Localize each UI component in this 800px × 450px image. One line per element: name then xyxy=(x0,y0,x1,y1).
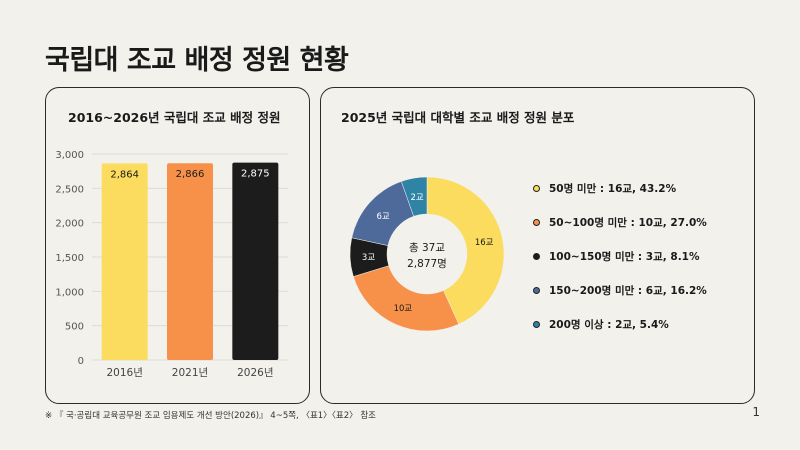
legend-swatch xyxy=(533,286,540,294)
legend-item: 150~200명 미만 : 6교, 16.2% xyxy=(533,273,707,307)
donut-chart: 16교 10교 3교 6교 2교총 37교 2,877명 xyxy=(349,176,505,332)
bar xyxy=(167,163,213,360)
page-title: 국립대 조교 배정 정원 현황 xyxy=(45,45,349,76)
x-tick-label: 2016년 xyxy=(106,367,142,379)
legend-label: 200명 이상 : 2교, 5.4% xyxy=(549,318,669,331)
legend-swatch xyxy=(533,320,540,328)
legend-label: 50명 미만 : 16교, 43.2% xyxy=(549,182,677,195)
y-tick-label: 500 xyxy=(65,322,84,333)
donut-chart-title: 2025년 국립대 대학별 조교 배정 정원 분포 xyxy=(341,110,575,125)
page-number: 1 xyxy=(752,405,760,419)
bar-chart-card: 2016~2026년 국립대 조교 배정 정원 0 500 1,000 1,500 2,… xyxy=(45,87,310,404)
donut-slice xyxy=(401,176,428,217)
donut-slice xyxy=(426,176,505,325)
bar xyxy=(101,163,148,360)
legend-item: 100~150명 미만 : 3교, 8.1% xyxy=(533,239,707,273)
donut-center-total-staff: 2,877명 xyxy=(407,258,447,270)
donut-center-total-schools: 총 37교 xyxy=(409,242,445,254)
legend-label: 100~150명 미만 : 3교, 8.1% xyxy=(549,250,700,263)
legend-label: 50~100명 미만 : 10교, 27.0% xyxy=(549,216,707,229)
donut-slice-label: 10교 xyxy=(394,304,413,314)
legend-item: 50명 미만 : 16교, 43.2% xyxy=(533,171,707,205)
legend-item: 200명 이상 : 2교, 5.4% xyxy=(533,307,707,341)
donut-slice-label: 3교 xyxy=(362,253,375,263)
legend-label: 150~200명 미만 : 6교, 16.2% xyxy=(549,284,707,297)
donut-slice xyxy=(353,265,460,332)
donut-legend: 50명 미만 : 16교, 43.2% 50~100명 미만 : 10교, 27.… xyxy=(533,171,707,341)
legend-swatch xyxy=(533,218,540,226)
bar-chart-title: 2016~2026년 국립대 조교 배정 정원 xyxy=(68,110,281,125)
donut-slice-label: 2교 xyxy=(410,193,423,203)
y-tick-label: 0 xyxy=(78,356,84,367)
y-tick-label: 1,000 xyxy=(55,287,84,298)
donut-slice-label: 6교 xyxy=(376,212,389,222)
legend-swatch xyxy=(533,252,540,260)
legend-swatch xyxy=(533,184,540,192)
y-tick-label: 2,500 xyxy=(55,184,84,195)
bar xyxy=(232,162,279,360)
y-tick-label: 2,000 xyxy=(55,219,84,230)
y-tick-label: 3,000 xyxy=(55,150,84,161)
bar-value-label: 2,866 xyxy=(176,169,205,180)
bar-chart: 0 500 1,000 1,500 2,000 2,500 3,000 2,864 2016년 2… xyxy=(55,150,288,379)
donut-slice-label: 16교 xyxy=(475,238,494,248)
y-tick-label: 1,500 xyxy=(55,253,84,264)
x-tick-label: 2026년 xyxy=(237,367,273,379)
bar-value-label: 2,875 xyxy=(241,169,270,180)
bar-value-label: 2,864 xyxy=(110,169,139,180)
x-tick-label: 2021년 xyxy=(172,367,208,379)
legend-item: 50~100명 미만 : 10교, 27.0% xyxy=(533,205,707,239)
footnote: ※ 『 국·공립대 교육공무원 조교 임용제도 개선 방안(2026)』 4~5… xyxy=(45,411,376,421)
